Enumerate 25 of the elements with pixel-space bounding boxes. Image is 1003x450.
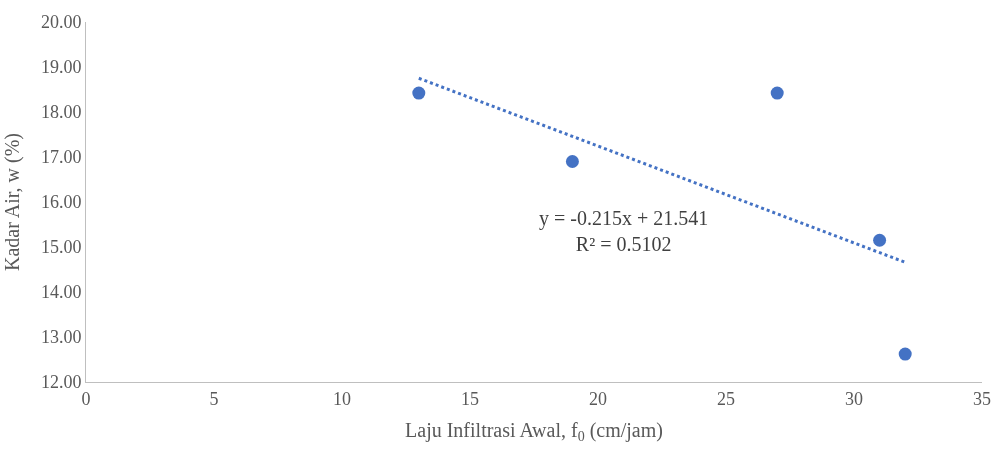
y-tick-label: 16.00 (40, 192, 82, 213)
y-tick-label: 19.00 (40, 57, 82, 78)
x-axis-title: Laju Infiltrasi Awal, f$_{0}$ (cm/jam) (405, 419, 663, 445)
y-tick-label: 12.00 (40, 372, 82, 393)
x-tick-label: 15 (461, 388, 479, 409)
point (412, 86, 426, 100)
annotation: y = -0.215x + 21.541 R² = 0.5102 (539, 207, 709, 255)
y-tick-label: 14.00 (40, 282, 82, 303)
y-tick-label: 15.00 (40, 237, 82, 258)
y-tick-label: 13.00 (40, 327, 82, 348)
point (898, 347, 912, 361)
point (770, 86, 784, 100)
x-tick-label: 35 (973, 388, 991, 409)
x-tick-label: 0 (81, 388, 91, 409)
y-tick-label: 17.00 (40, 147, 82, 168)
x-tick-label: 5 (209, 388, 219, 409)
x-tick-label: 25 (717, 388, 735, 409)
y-axis-title: Kadar Air, w (%) (1, 132, 25, 272)
y-tick-label: 20.00 (40, 12, 82, 33)
point (873, 233, 887, 247)
x-tick-label: 20 (589, 388, 607, 409)
y-tick-label: 18.00 (40, 102, 82, 123)
x-tick-label: 10 (333, 388, 351, 409)
x-tick-label: 30 (845, 388, 863, 409)
point (565, 155, 579, 168)
